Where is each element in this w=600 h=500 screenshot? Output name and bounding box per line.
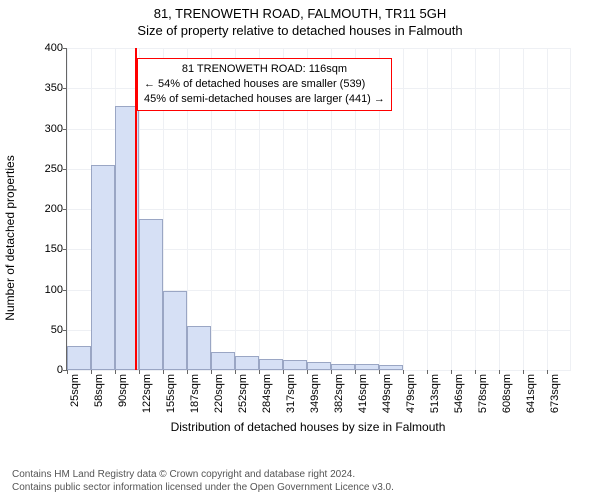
xtick-mark <box>547 370 548 374</box>
xtick-mark <box>403 370 404 374</box>
ytick-label: 350 <box>45 82 63 94</box>
attribution-line-2: Contains public sector information licen… <box>12 481 394 494</box>
histogram-bar <box>211 352 235 370</box>
xtick-mark <box>379 370 380 374</box>
chart-container: Number of detached properties 0501001502… <box>38 44 578 432</box>
xtick-mark <box>187 370 188 374</box>
xtick-label: 317sqm <box>285 374 297 413</box>
xtick-label: 608sqm <box>501 374 513 413</box>
xtick-mark <box>259 370 260 374</box>
ytick-label: 300 <box>45 123 63 135</box>
xtick-label: 513sqm <box>429 374 441 413</box>
xtick-mark <box>115 370 116 374</box>
xtick-mark <box>475 370 476 374</box>
gridline-vertical <box>523 48 524 370</box>
xtick-label: 252sqm <box>237 374 249 413</box>
xtick-mark <box>139 370 140 374</box>
annotation-line: ← 54% of detached houses are smaller (53… <box>144 77 385 92</box>
xtick-label: 546sqm <box>453 374 465 413</box>
plot-area: 05010015020025030035040025sqm58sqm90sqm1… <box>66 48 571 371</box>
ytick-label: 250 <box>45 163 63 175</box>
attribution-text: Contains HM Land Registry data © Crown c… <box>12 468 394 494</box>
attribution-line-1: Contains HM Land Registry data © Crown c… <box>12 468 394 481</box>
xtick-label: 90sqm <box>117 374 129 407</box>
gridline-horizontal <box>67 209 571 210</box>
annotation-box: 81 TRENOWETH ROAD: 116sqm← 54% of detach… <box>137 58 392 111</box>
ytick-label: 100 <box>45 284 63 296</box>
gridline-vertical <box>67 48 68 370</box>
page-root: 81, TRENOWETH ROAD, FALMOUTH, TR11 5GH S… <box>0 0 600 500</box>
xtick-mark <box>523 370 524 374</box>
xtick-label: 449sqm <box>381 374 393 413</box>
ytick-label: 200 <box>45 203 63 215</box>
histogram-bar <box>307 362 331 370</box>
histogram-bar <box>139 219 163 370</box>
histogram-bar <box>355 364 379 370</box>
gridline-vertical <box>499 48 500 370</box>
annotation-line: 45% of semi-detached houses are larger (… <box>144 92 385 107</box>
xtick-mark <box>355 370 356 374</box>
xtick-label: 284sqm <box>261 374 273 413</box>
gridline-vertical <box>475 48 476 370</box>
histogram-bar <box>67 346 91 370</box>
xtick-label: 25sqm <box>69 374 81 407</box>
xtick-label: 155sqm <box>165 374 177 413</box>
x-axis-label: Distribution of detached houses by size … <box>171 420 446 434</box>
xtick-label: 220sqm <box>213 374 225 413</box>
xtick-label: 382sqm <box>333 374 345 413</box>
xtick-mark <box>211 370 212 374</box>
ytick-label: 50 <box>51 324 63 336</box>
xtick-mark <box>163 370 164 374</box>
histogram-bar <box>331 364 355 370</box>
gridline-horizontal <box>67 48 571 49</box>
histogram-bar <box>91 165 115 370</box>
xtick-mark <box>67 370 68 374</box>
xtick-mark <box>499 370 500 374</box>
histogram-bar <box>235 356 259 370</box>
xtick-label: 479sqm <box>405 374 417 413</box>
xtick-mark <box>451 370 452 374</box>
xtick-mark <box>283 370 284 374</box>
ytick-label: 0 <box>57 364 63 376</box>
histogram-bar <box>187 326 211 370</box>
ytick-label: 400 <box>45 42 63 54</box>
xtick-label: 349sqm <box>309 374 321 413</box>
histogram-bar <box>163 291 187 370</box>
gridline-horizontal <box>67 370 571 371</box>
title-line-1: 81, TRENOWETH ROAD, FALMOUTH, TR11 5GH <box>0 0 600 21</box>
xtick-label: 673sqm <box>549 374 561 413</box>
gridline-vertical <box>547 48 548 370</box>
xtick-label: 416sqm <box>357 374 369 413</box>
y-axis-label: Number of detached properties <box>3 155 17 320</box>
gridline-horizontal <box>67 169 571 170</box>
gridline-vertical <box>427 48 428 370</box>
histogram-bar <box>379 365 403 370</box>
ytick-label: 150 <box>45 243 63 255</box>
xtick-label: 641sqm <box>525 374 537 413</box>
xtick-mark <box>91 370 92 374</box>
xtick-mark <box>427 370 428 374</box>
xtick-mark <box>235 370 236 374</box>
annotation-line: 81 TRENOWETH ROAD: 116sqm <box>144 62 385 77</box>
title-line-2: Size of property relative to detached ho… <box>0 21 600 38</box>
gridline-vertical <box>570 48 571 370</box>
xtick-label: 58sqm <box>93 374 105 407</box>
xtick-mark <box>307 370 308 374</box>
xtick-label: 578sqm <box>477 374 489 413</box>
histogram-bar <box>259 359 283 370</box>
gridline-vertical <box>451 48 452 370</box>
xtick-label: 122sqm <box>141 374 153 413</box>
xtick-label: 187sqm <box>189 374 201 413</box>
xtick-mark <box>331 370 332 374</box>
gridline-vertical <box>403 48 404 370</box>
histogram-bar <box>283 360 307 370</box>
gridline-horizontal <box>67 129 571 130</box>
